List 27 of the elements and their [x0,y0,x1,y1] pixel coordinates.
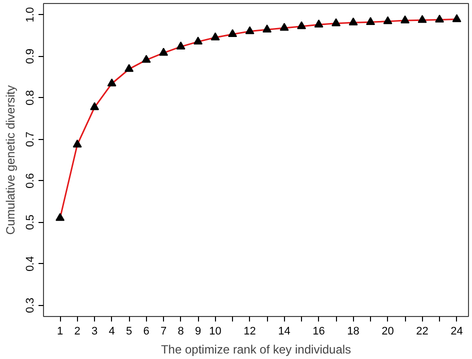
x-axis-title: The optimize rank of key individuals [160,342,352,356]
y-tick-label: 0.6 [24,173,36,188]
y-tick-label: 0.9 [24,48,36,64]
y-tick-label: 0.8 [24,90,36,106]
x-tick-label: 5 [126,326,132,338]
x-tick-label: 7 [160,326,167,338]
y-tick-label: 0.4 [24,256,36,272]
y-axis-title: Cumulative genetic diversity [4,85,18,235]
x-tick-label: 16 [312,326,325,338]
y-tick-label: 0.3 [24,298,36,313]
x-tick-label: 24 [450,326,463,338]
y-tick-label: 0.7 [24,132,36,147]
x-tick-label: 10 [209,326,222,338]
y-tick-label: 1.0 [24,7,36,22]
x-tick-label: 12 [244,326,256,338]
x-tick-label: 8 [178,326,184,338]
x-tick-label: 18 [347,326,360,338]
x-tick-label: 22 [416,326,428,338]
x-tick-label: 3 [91,326,98,338]
y-tick-label: 0.5 [24,214,36,230]
x-tick-label: 20 [382,326,394,338]
x-tick-label: 9 [194,326,202,338]
x-tick-label: 4 [108,326,115,338]
x-tick-label: 14 [278,326,290,338]
x-tick-label: 1 [57,326,64,338]
x-tick-label: 2 [74,326,80,338]
x-tick-label: 6 [143,326,150,338]
